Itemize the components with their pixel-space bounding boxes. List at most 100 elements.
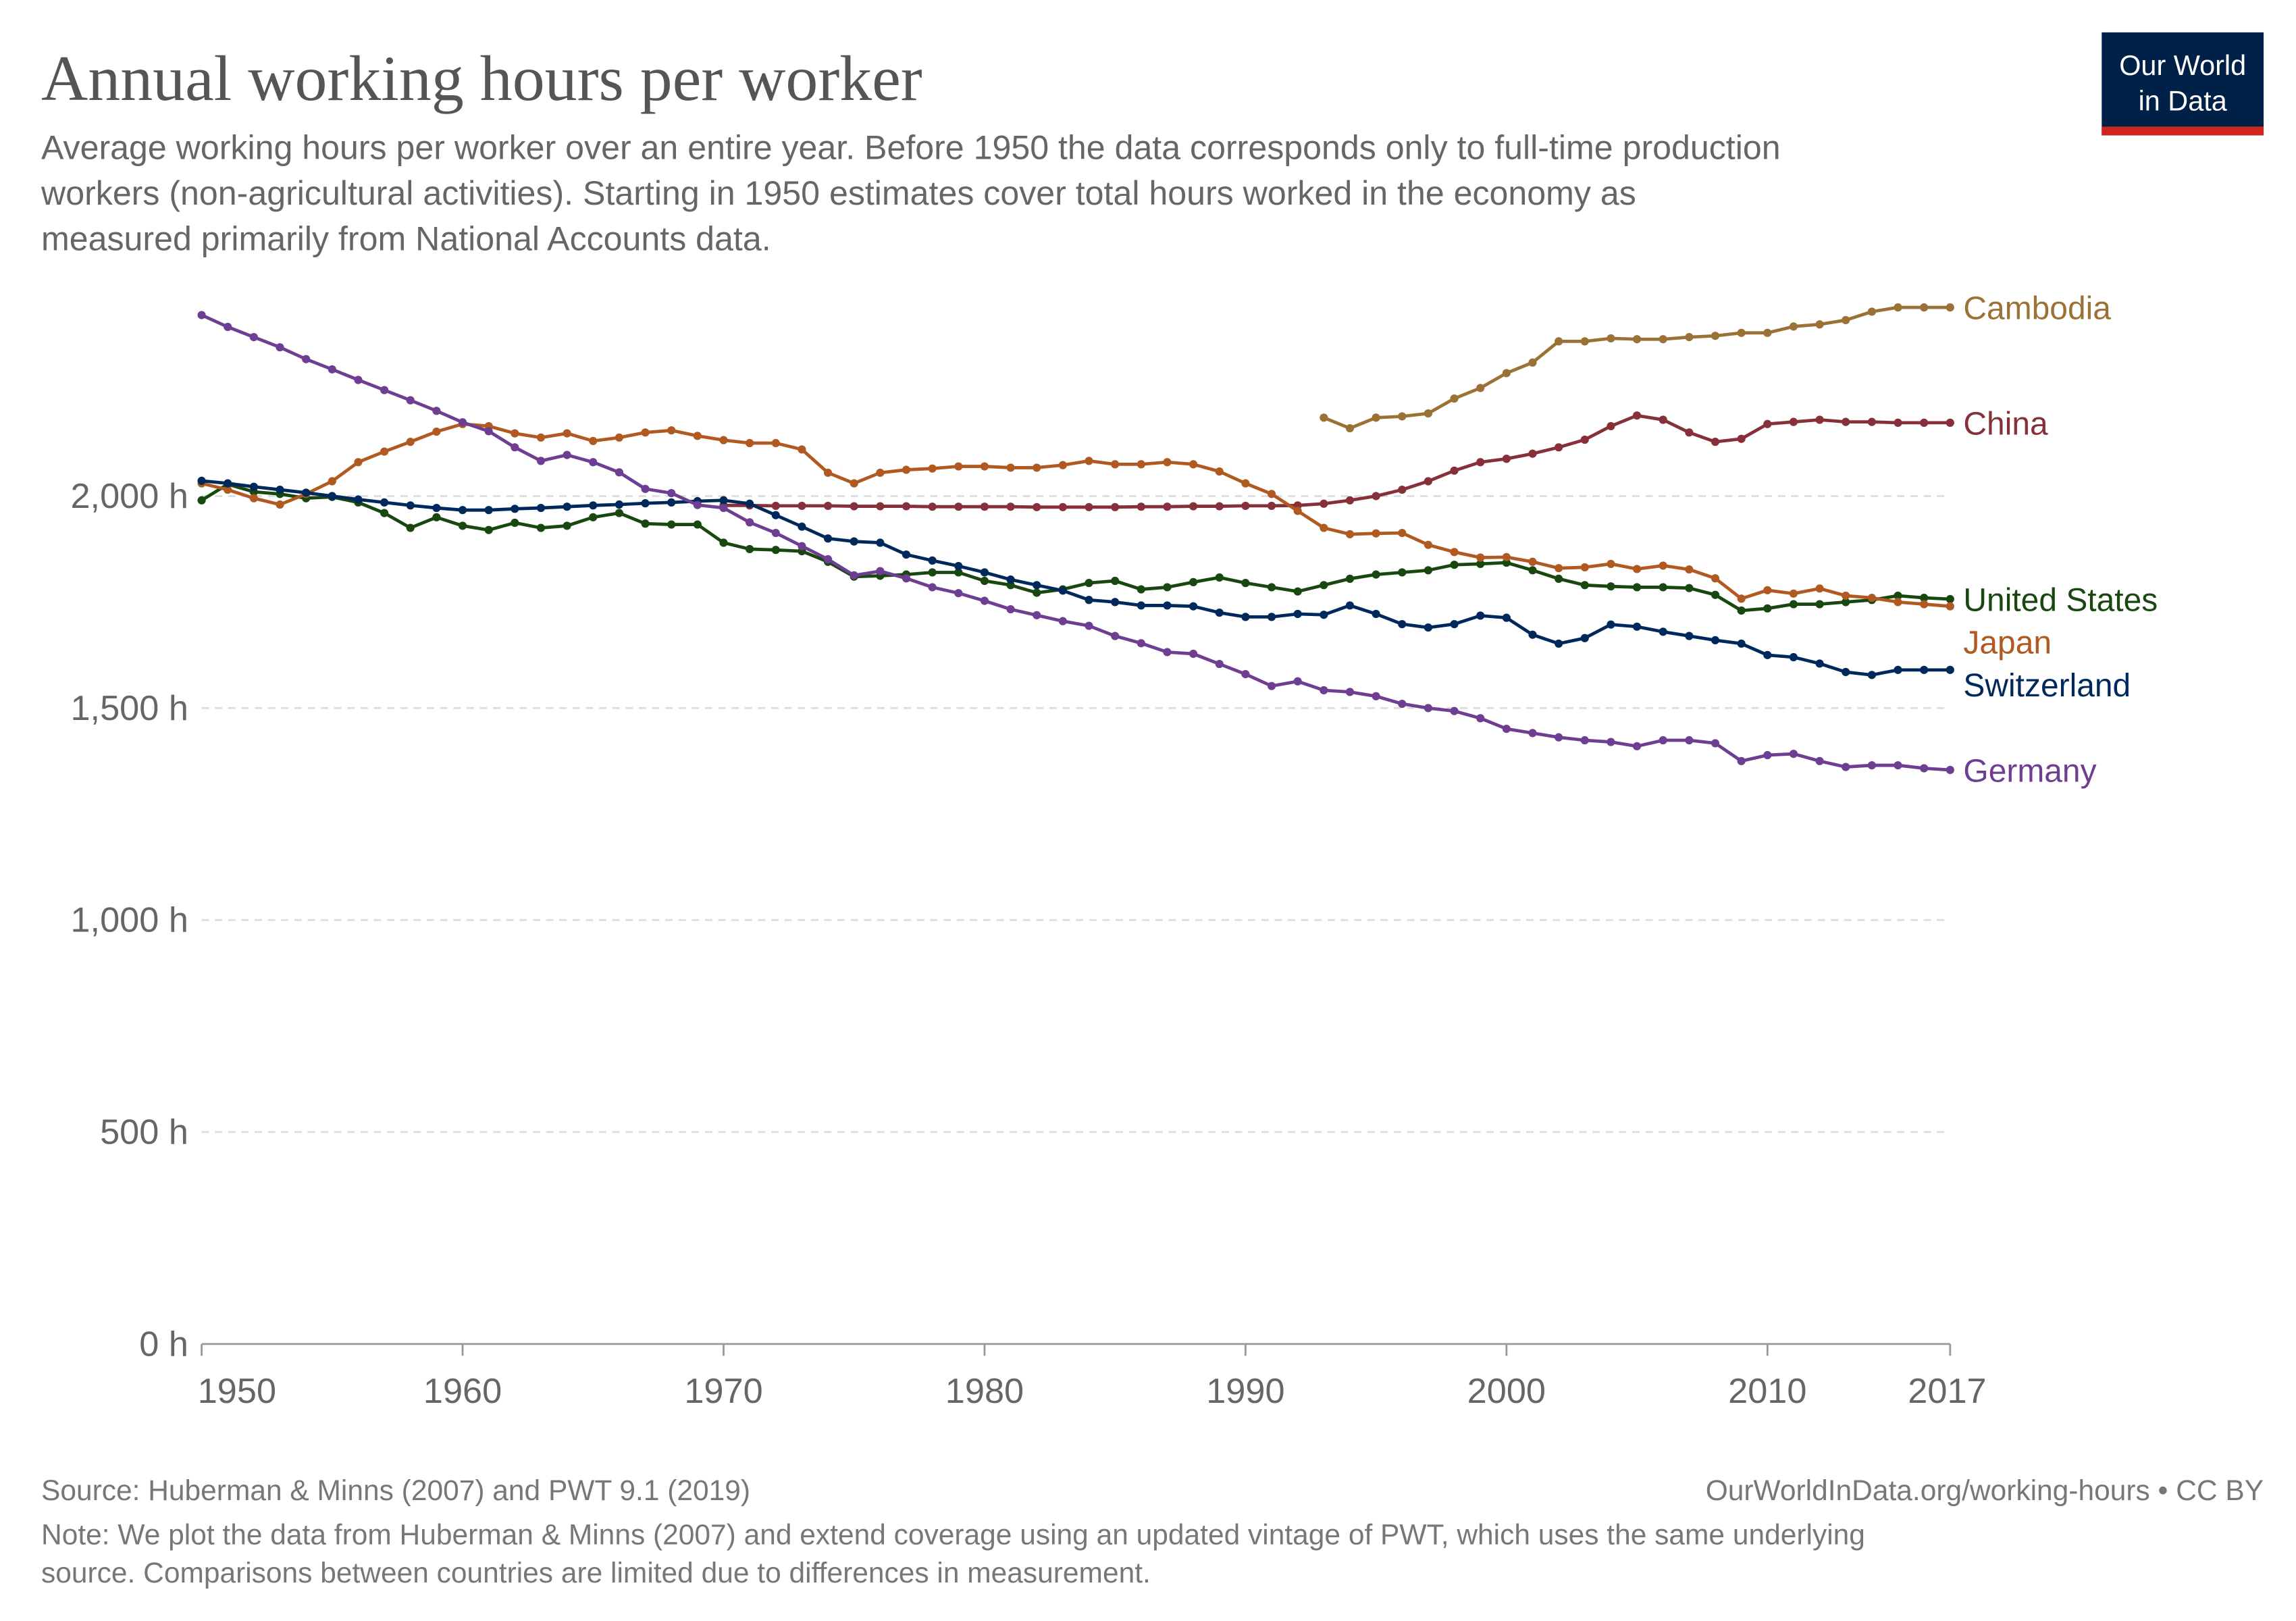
point: [1345, 574, 1355, 583]
point: [1033, 503, 1041, 511]
point: [693, 432, 702, 440]
point: [302, 355, 311, 363]
point: [823, 555, 833, 564]
point: [1763, 586, 1772, 594]
point: [1737, 328, 1746, 337]
point: [328, 492, 336, 500]
point: [1215, 608, 1224, 617]
point: [511, 429, 519, 438]
point: [302, 488, 311, 497]
point: [1685, 565, 1694, 574]
point: [954, 589, 963, 598]
point: [954, 462, 963, 471]
y-tick-label: 2,000 h: [70, 477, 188, 516]
point: [693, 500, 702, 509]
point: [1894, 418, 1902, 427]
series-markers: [197, 476, 1954, 679]
series-line: [201, 422, 1951, 609]
point: [406, 501, 415, 510]
point: [1345, 688, 1355, 696]
legend-label: Japan: [1963, 625, 2052, 661]
point: [798, 445, 806, 454]
point: [1607, 334, 1615, 343]
point: [1659, 415, 1667, 424]
point: [1737, 594, 1746, 603]
point: [980, 568, 989, 577]
point: [1685, 428, 1694, 437]
point: [1502, 613, 1511, 622]
point: [1398, 528, 1407, 538]
point: [1685, 632, 1694, 640]
point: [1920, 303, 1929, 312]
point: [1241, 613, 1250, 621]
point: [1398, 699, 1407, 709]
point: [1528, 358, 1537, 367]
point: [719, 496, 728, 505]
point: [1711, 590, 1720, 599]
point: [249, 332, 258, 342]
point: [1920, 594, 1929, 602]
point: [380, 447, 389, 456]
point: [1163, 648, 1172, 657]
point: [1555, 443, 1563, 452]
point: [1632, 583, 1642, 592]
point: [484, 506, 493, 515]
point: [1006, 604, 1015, 614]
point: [823, 534, 833, 543]
point: [1894, 591, 1902, 600]
point: [1711, 739, 1720, 748]
point: [589, 513, 598, 521]
point: [1424, 623, 1433, 632]
url[interactable]: OurWorldInData.org/working-hours • CC BY: [1706, 1475, 2264, 1507]
series-line: [201, 479, 1950, 677]
logo[interactable]: Our World in Data: [2102, 32, 2264, 136]
point: [458, 506, 467, 515]
point: [1946, 665, 1954, 674]
point: [1398, 619, 1407, 629]
y-tick-label: 1,000 h: [70, 901, 188, 940]
point: [1555, 574, 1563, 583]
point: [1215, 502, 1224, 511]
point: [1345, 496, 1355, 505]
point: [1085, 596, 1093, 604]
point: [719, 503, 728, 513]
legend-label: United States: [1963, 582, 2158, 618]
point: [615, 433, 624, 442]
point: [1737, 434, 1746, 443]
point: [432, 503, 441, 513]
point: [954, 568, 963, 577]
point: [1789, 417, 1798, 426]
point: [1033, 588, 1041, 597]
note: Note: We plot the data from Huberman & M…: [41, 1519, 1865, 1551]
point: [771, 546, 780, 555]
point: [1137, 503, 1145, 511]
point: [1528, 557, 1537, 566]
point: [1450, 394, 1459, 403]
point: [1085, 621, 1093, 630]
point: [1241, 479, 1250, 488]
point: [1528, 449, 1537, 458]
point: [536, 457, 546, 465]
point: [876, 468, 885, 478]
point: [876, 567, 885, 575]
point: [1476, 611, 1485, 620]
point: [1293, 609, 1302, 619]
point: [224, 485, 232, 494]
point: [746, 499, 754, 508]
point: [1241, 579, 1250, 588]
x-tick-label: 1990: [1206, 1372, 1284, 1411]
point: [1189, 460, 1198, 469]
point: [1815, 415, 1824, 424]
point: [458, 521, 467, 530]
y-tick-label: 500 h: [100, 1112, 188, 1152]
point: [1398, 568, 1407, 577]
point: [1215, 659, 1224, 669]
point: [1293, 587, 1302, 596]
point: [1476, 714, 1485, 723]
point: [1867, 671, 1876, 679]
point: [850, 479, 858, 488]
point: [1842, 667, 1850, 677]
point: [249, 482, 258, 491]
point: [928, 583, 937, 592]
